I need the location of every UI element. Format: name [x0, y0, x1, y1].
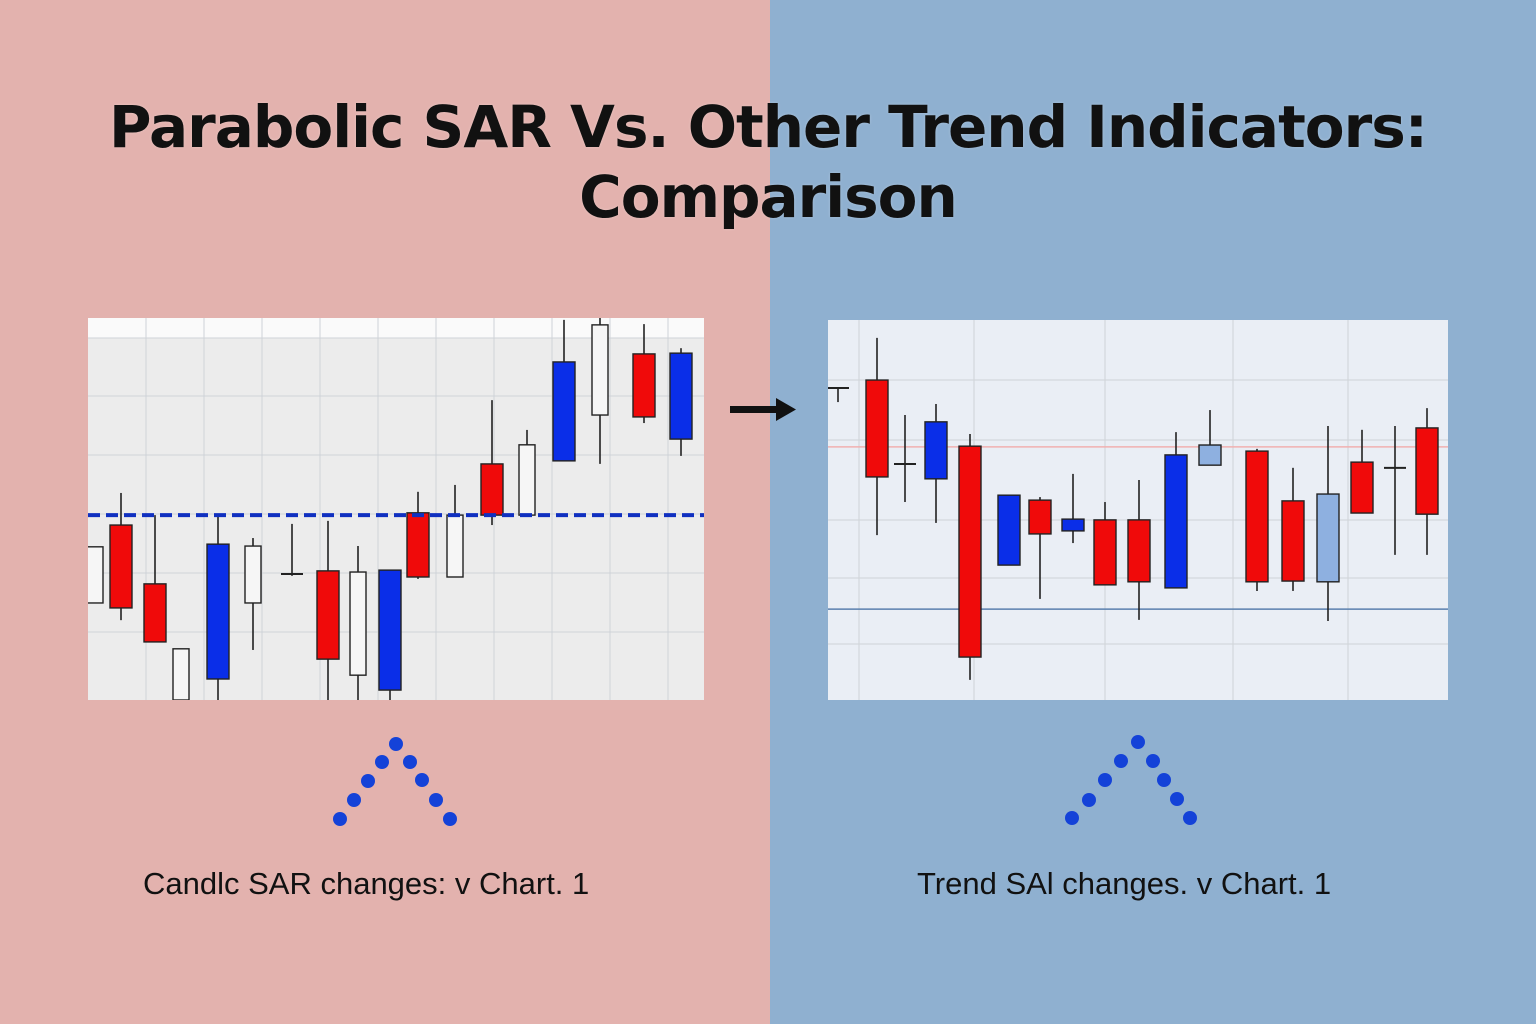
- sar-dot: [1157, 773, 1171, 787]
- sar-dot: [403, 755, 417, 769]
- arrow-right-icon: [730, 398, 796, 421]
- sar-dot: [333, 812, 347, 826]
- sar-dot: [375, 755, 389, 769]
- candle-body: [997, 494, 1021, 566]
- chart-background: [828, 320, 1448, 700]
- sar-dot: [429, 793, 443, 807]
- candle-body: [1350, 461, 1374, 514]
- candle-body: [1164, 454, 1188, 589]
- candle-body: [1127, 519, 1151, 583]
- sar-dot: [1183, 811, 1197, 825]
- sar-dot: [1170, 792, 1184, 806]
- candle-body: [518, 444, 536, 516]
- candle-body: [552, 361, 576, 462]
- candle-body: [88, 546, 104, 604]
- right-chart-svg: [828, 320, 1448, 700]
- sar-dot: [443, 812, 457, 826]
- candle-body: [109, 524, 133, 609]
- left-candlestick-chart: [88, 318, 704, 700]
- sar-dot: [1146, 754, 1160, 768]
- candle-body: [1028, 499, 1052, 535]
- candle-body: [632, 353, 656, 418]
- title-line-1: Parabolic SAR Vs. Other Trend Indicators…: [109, 93, 1428, 161]
- left-chart-svg: [88, 318, 704, 700]
- candle-body: [591, 324, 609, 416]
- candle-body: [1198, 444, 1222, 466]
- left-sar-dots-icon: [333, 737, 457, 826]
- candle-body: [958, 445, 982, 658]
- candle-body: [1316, 493, 1340, 583]
- candle-body: [143, 583, 167, 643]
- candle-body: [1281, 500, 1305, 582]
- right-sar-dots-icon: [1065, 735, 1197, 825]
- sar-dot: [415, 773, 429, 787]
- candle-body: [1415, 427, 1439, 515]
- candle-body: [316, 570, 340, 660]
- candle-body: [244, 545, 262, 604]
- title-line-2: Comparison: [579, 163, 958, 231]
- right-caption: Trend SAl changes. v Chart. 1: [917, 866, 1332, 901]
- page-title: Parabolic SAR Vs. Other Trend Indicators…: [0, 92, 1536, 232]
- candle-body: [924, 421, 948, 480]
- left-caption: Candlc SAR changes: v Chart. 1: [143, 866, 590, 901]
- sar-dot: [1082, 793, 1096, 807]
- candle-body: [865, 379, 889, 478]
- candle-body: [378, 569, 402, 691]
- candle-body: [669, 352, 693, 440]
- sar-dot: [1098, 773, 1112, 787]
- candle-body: [406, 512, 430, 578]
- candle-body: [349, 571, 367, 676]
- candle-body: [1093, 519, 1117, 586]
- candle-body: [1245, 450, 1269, 583]
- sar-dot: [347, 793, 361, 807]
- sar-dot: [1114, 754, 1128, 768]
- candle-body: [172, 648, 190, 700]
- right-candlestick-chart: [828, 320, 1448, 700]
- sar-dot: [1131, 735, 1145, 749]
- candle-body: [1061, 518, 1085, 532]
- sar-dot: [1065, 811, 1079, 825]
- chart-top-strip: [88, 318, 704, 338]
- candle-body: [480, 463, 504, 516]
- candle-body: [446, 514, 464, 578]
- candle-body: [206, 543, 230, 680]
- sar-dot: [389, 737, 403, 751]
- sar-dot: [361, 774, 375, 788]
